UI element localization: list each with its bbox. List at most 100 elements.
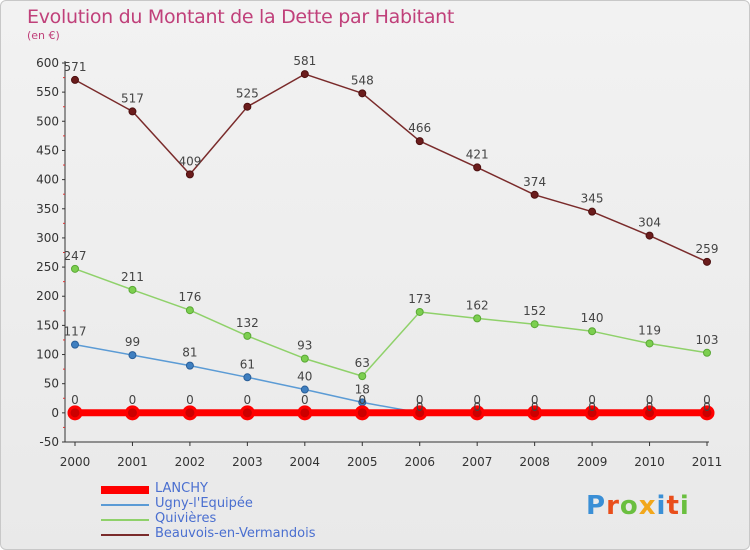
data-point (412, 405, 428, 421)
x-tick-label: 2003 (232, 455, 263, 469)
legend-label: LANCHY (155, 481, 208, 496)
x-tick-label: 2002 (175, 455, 206, 469)
data-point (185, 306, 194, 315)
data-label: 409 (178, 154, 201, 168)
data-label: 345 (581, 192, 604, 206)
data-label: 103 (696, 333, 719, 347)
data-point (588, 207, 597, 216)
data-point (71, 75, 79, 84)
data-point (67, 405, 83, 421)
data-point (530, 320, 539, 329)
data-point (469, 405, 485, 421)
x-tick-label: 2010 (634, 455, 665, 469)
x-tick-label: 2011 (692, 455, 723, 469)
data-label: 259 (696, 242, 719, 256)
x-tick-label: 2004 (290, 455, 321, 469)
data-label: 0 (646, 393, 654, 407)
chart-subtitle: (en €) (27, 29, 60, 42)
data-label: 140 (581, 311, 604, 325)
logo-letter: t (666, 491, 680, 521)
legend-swatch (101, 534, 149, 536)
x-tick-label: 2001 (117, 455, 148, 469)
y-tick-label: 550 (36, 85, 59, 99)
data-label: 0 (301, 393, 309, 407)
logo-letter: i (679, 491, 690, 521)
data-label: 0 (473, 400, 481, 414)
x-tick-label: 2009 (577, 455, 608, 469)
data-point (239, 405, 255, 421)
legend-swatch (101, 486, 149, 494)
x-tick-label: 2000 (60, 455, 91, 469)
y-tick-label: 500 (36, 114, 59, 128)
data-point (358, 89, 367, 98)
x-tick-label: 2007 (462, 455, 493, 469)
legend-swatch (101, 504, 149, 506)
logo-letter: x (638, 491, 657, 521)
data-label: 18 (355, 382, 370, 396)
x-tick-label: 2005 (347, 455, 378, 469)
proxiti-logo: Proxiti (586, 491, 690, 521)
data-label: 517 (121, 91, 144, 105)
series-quivi-res (71, 264, 711, 381)
legend-label: Beauvois-en-Vermandois (155, 526, 316, 541)
y-tick-label: 400 (36, 173, 59, 187)
series-line (74, 343, 707, 414)
data-label: 0 (531, 400, 539, 414)
data-point (415, 307, 424, 316)
data-label: 173 (408, 292, 431, 306)
y-tick-label: 100 (36, 348, 59, 362)
data-point (300, 354, 309, 363)
data-label: 63 (355, 356, 370, 370)
data-label: 0 (703, 393, 711, 407)
data-label: 61 (240, 357, 255, 371)
data-point (185, 170, 194, 179)
data-point (645, 231, 654, 240)
data-label: 0 (186, 393, 194, 407)
y-tick-label: 450 (36, 143, 59, 157)
data-label: 119 (638, 323, 661, 337)
data-point (182, 405, 198, 421)
data-label: 117 (64, 325, 87, 339)
data-point (300, 385, 309, 394)
data-point (128, 107, 137, 116)
y-tick-label: 350 (36, 202, 59, 216)
data-point (71, 340, 79, 349)
series-ugny-l-equip-e (71, 340, 711, 417)
y-tick-label: 150 (36, 318, 59, 332)
data-label: 466 (408, 121, 431, 135)
data-label: 581 (293, 54, 316, 68)
data-label: 0 (703, 400, 711, 414)
data-point (584, 405, 600, 421)
series-lanchy (67, 405, 715, 421)
y-tick-label: 0 (51, 406, 59, 420)
data-label: 176 (178, 290, 201, 304)
data-point (71, 264, 79, 273)
data-label: 211 (121, 270, 144, 284)
data-label: 0 (129, 393, 137, 407)
data-label: 0 (473, 393, 481, 407)
data-point (473, 314, 482, 323)
data-point (645, 339, 654, 348)
y-tick-label: 250 (36, 260, 59, 274)
data-label: 132 (236, 316, 259, 330)
data-point (243, 373, 252, 382)
data-point (185, 361, 194, 370)
data-label: 152 (523, 304, 546, 318)
data-label: 247 (64, 249, 87, 263)
data-point (243, 331, 252, 340)
data-point (699, 405, 715, 421)
x-tick-label: 2008 (519, 455, 550, 469)
data-label: 162 (466, 298, 489, 312)
data-label: 571 (64, 60, 87, 74)
legend-label: Ugny-l'Equipée (155, 496, 253, 511)
data-label: 0 (588, 393, 596, 407)
series-line (74, 73, 708, 263)
data-label: 40 (297, 370, 312, 384)
data-label: 421 (466, 147, 489, 161)
data-label: 0 (416, 393, 424, 407)
data-label: 0 (588, 400, 596, 414)
data-point (415, 137, 424, 146)
series-beauvois-en-vermandois (71, 70, 711, 266)
